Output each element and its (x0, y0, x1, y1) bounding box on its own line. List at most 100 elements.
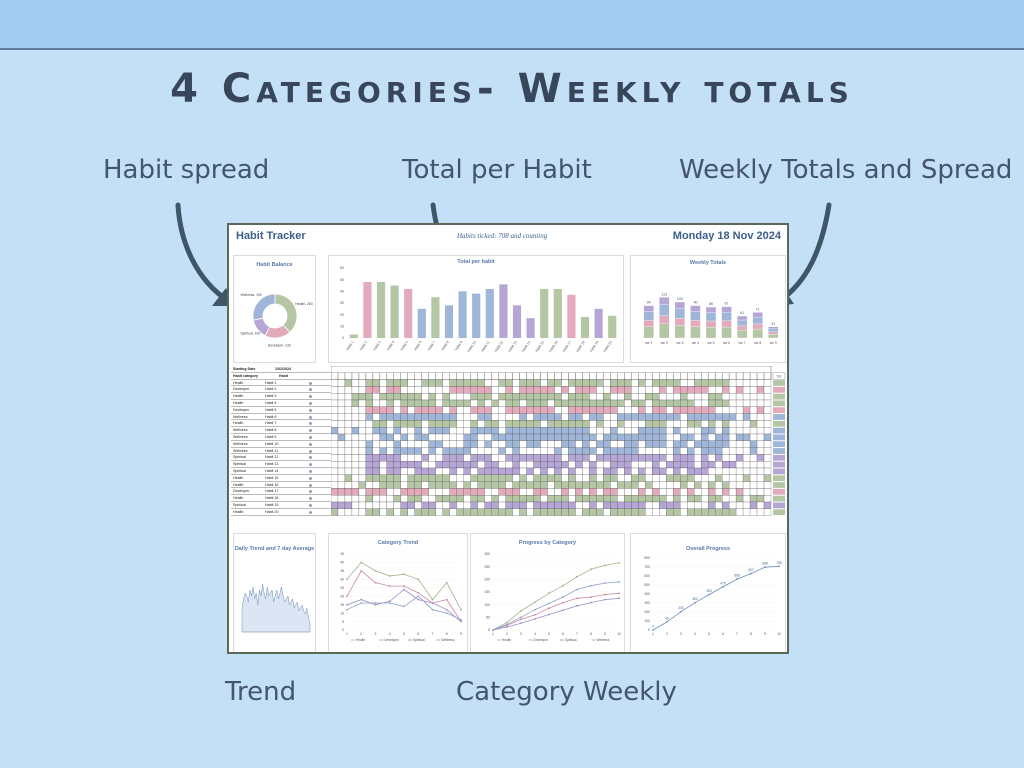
tick-cell (533, 420, 541, 428)
tick-cell (540, 427, 548, 435)
category-trend-panel: Category Trend 0 5 10 15 20 25 30 35 40 45 1 2 3 4 5 6 7… (328, 533, 468, 652)
tick-cell (666, 427, 674, 435)
tick-cell (421, 399, 429, 407)
tick-cell (645, 481, 653, 489)
tick-cell (645, 420, 653, 428)
tick-cell (512, 474, 520, 482)
tick-cell (652, 501, 660, 509)
tick-cell (512, 467, 520, 475)
tick-grid[interactable]: Tot (331, 366, 787, 518)
tick-cell (763, 501, 772, 509)
tick-cell (638, 461, 646, 469)
tick-cell (428, 413, 436, 421)
tick-cell (589, 433, 597, 441)
tick-cell (603, 467, 611, 475)
habit-name: Habit 16 (265, 482, 279, 487)
tick-cell (540, 508, 548, 516)
tick-cell (449, 495, 457, 503)
starting-date-value[interactable]: 1/02/2024 (275, 367, 291, 371)
tick-cell (344, 406, 353, 414)
tick-cell (694, 427, 702, 435)
weekly-bar-segment (690, 311, 701, 321)
series-point (534, 601, 536, 604)
tick-cell (742, 433, 751, 441)
tick-cell (519, 508, 527, 516)
legend-label: Health (356, 638, 365, 642)
tick-cell (728, 406, 737, 414)
tick-cell (610, 474, 618, 482)
tick-cell (540, 386, 548, 394)
weekly-bar-label: 31 (771, 322, 775, 326)
tick-cell (379, 467, 387, 475)
tick-cell (351, 433, 360, 441)
tick-cell (666, 481, 674, 489)
tick-cell (624, 406, 632, 414)
tick-cell (763, 454, 772, 462)
tick-cell (763, 379, 772, 387)
tick-cell (763, 508, 772, 516)
tick-cell (721, 481, 730, 489)
tick-cell (470, 461, 478, 469)
tick-cell (596, 495, 604, 503)
tick-cell (589, 508, 597, 516)
x-tick-label: Habit 19 (589, 340, 600, 353)
tick-cell (344, 481, 353, 489)
tick-cell (715, 393, 723, 401)
tick-cell (582, 495, 590, 503)
tick-cell (638, 379, 646, 387)
legend-label: Wellness (442, 638, 455, 642)
tick-cell (505, 406, 513, 414)
tick-cell (680, 393, 688, 401)
daily-trend-chart (241, 583, 311, 633)
tick-cell (715, 501, 723, 509)
tick-cell (533, 447, 541, 455)
tick-cell (694, 440, 702, 448)
habit-bar (485, 289, 494, 338)
tick-cell (533, 379, 541, 387)
tick-cell (694, 488, 702, 496)
tick-cell (694, 495, 702, 503)
tick-cell (540, 481, 548, 489)
tick-cell (512, 481, 520, 489)
tick-cell (666, 433, 674, 441)
habit-bar (540, 289, 549, 338)
tick-cell (652, 420, 660, 428)
tick-cell (407, 406, 415, 414)
tick-cell (519, 433, 527, 441)
tick-cell (617, 427, 625, 435)
tick-cell (407, 399, 415, 407)
tick-cell (505, 467, 513, 475)
tick-cell (442, 433, 450, 441)
x-tick-label: Habit 13 (507, 340, 518, 353)
tick-cell (617, 508, 625, 516)
tick-cell (498, 420, 506, 428)
tick-cell (631, 386, 639, 394)
tick-cell (561, 386, 569, 394)
tick-cell (659, 420, 667, 428)
tick-cell (721, 454, 730, 462)
tick-cell (610, 406, 618, 414)
tick-cell (603, 501, 611, 509)
tick-cell (477, 501, 485, 509)
x-tick-label: 4 (694, 632, 696, 636)
tick-cell (365, 488, 374, 496)
tick-cell (533, 393, 541, 401)
tick-cell (721, 501, 730, 509)
tick-cell (442, 474, 450, 482)
tick-cell (596, 488, 604, 496)
tick-cell (442, 488, 450, 496)
tick-cell (631, 467, 639, 475)
tick-cell (582, 467, 590, 475)
total-header-cell (772, 372, 786, 380)
tick-cell (631, 427, 639, 435)
tick-cell (421, 406, 429, 414)
series-point (576, 597, 578, 600)
tick-cell (477, 413, 485, 421)
tick-cell (624, 427, 632, 435)
x-tick-label: 2 (360, 632, 362, 636)
tick-cell (652, 413, 660, 421)
tick-cell (575, 501, 583, 509)
tick-cell (756, 379, 765, 387)
tick-cell (554, 379, 562, 387)
